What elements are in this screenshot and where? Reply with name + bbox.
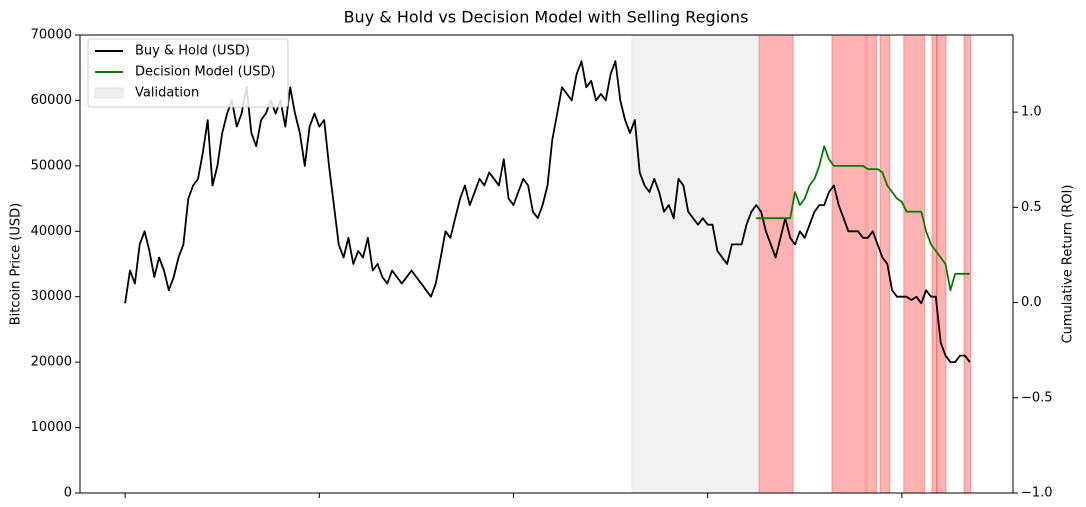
y2-tick-label: 1.0 bbox=[1021, 105, 1042, 120]
y-tick-label: 60000 bbox=[31, 93, 72, 108]
y-tick-label: 40000 bbox=[31, 224, 72, 239]
legend-box bbox=[87, 38, 289, 108]
y-tick-label: 10000 bbox=[31, 420, 72, 435]
legend-label: Validation bbox=[135, 86, 199, 101]
y2-axis-label: Cumulative Return (ROI) bbox=[1061, 185, 1076, 344]
chart-title: Buy & Hold vs Decision Model with Sellin… bbox=[344, 8, 749, 27]
sell-region bbox=[866, 34, 878, 494]
sell-region bbox=[963, 34, 972, 494]
legend-label: Decision Model (USD) bbox=[135, 65, 276, 80]
legend: Buy & Hold (USD) Decision Model (USD) Vali… bbox=[87, 38, 289, 108]
y-tick-label: 70000 bbox=[31, 28, 72, 43]
y-axis-label: Bitcoin Price (USD) bbox=[9, 203, 24, 325]
sell-region bbox=[758, 34, 794, 494]
y-tick-label: 20000 bbox=[31, 355, 72, 370]
sell-region bbox=[931, 34, 938, 494]
legend-swatch bbox=[94, 87, 124, 99]
y-tick-label: 30000 bbox=[31, 289, 72, 304]
y2-tick-label: −1.0 bbox=[1021, 486, 1053, 501]
plot-frame bbox=[79, 34, 1014, 494]
series-line bbox=[756, 145, 970, 292]
y-tick-label: 50000 bbox=[31, 158, 72, 173]
validation-region bbox=[631, 34, 759, 494]
sell-region bbox=[831, 34, 867, 494]
series-line bbox=[124, 60, 971, 363]
sell-region bbox=[903, 34, 926, 494]
legend-label: Buy & Hold (USD) bbox=[135, 44, 250, 59]
y2-tick-label: 0.0 bbox=[1021, 295, 1042, 310]
y-tick-label: 0 bbox=[64, 486, 72, 501]
y2-tick-label: −0.5 bbox=[1021, 390, 1053, 405]
sell-region bbox=[879, 34, 891, 494]
y2-tick-label: 0.5 bbox=[1021, 200, 1042, 215]
